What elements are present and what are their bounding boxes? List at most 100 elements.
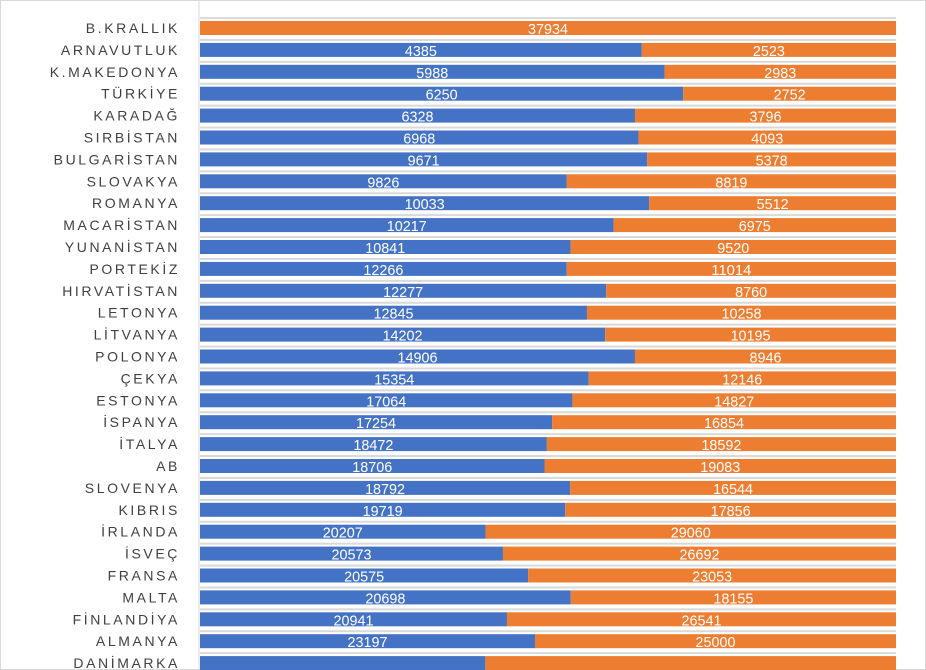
- category-label: B.KRALLIK: [86, 20, 180, 36]
- value-label-series2: 8946: [749, 350, 781, 367]
- value-label-series1: 20575: [344, 569, 384, 586]
- bar-series1: [200, 590, 571, 605]
- bar-series2: [586, 305, 896, 320]
- category-label: MALTA: [122, 589, 180, 605]
- category-label: FİNLANDİYA: [73, 610, 180, 627]
- bar-series2: [647, 152, 896, 167]
- bar-series2: [570, 590, 896, 605]
- bar-series1: [200, 612, 507, 627]
- category-label: ESTONYA: [96, 392, 180, 408]
- value-label-series1: 23197: [347, 634, 387, 651]
- category-label: SIRBİSTAN: [84, 129, 180, 146]
- gridline: [200, 279, 896, 282]
- bar-series1: [200, 656, 486, 670]
- bar-series1: [200, 218, 614, 233]
- bar-series2: [552, 415, 896, 430]
- value-label-series2: 29060: [671, 525, 711, 542]
- value-label-series2: 2752: [774, 87, 806, 104]
- bar-series1: [200, 152, 648, 167]
- value-label-series1: 14202: [383, 328, 423, 345]
- bar-series1: [200, 130, 639, 145]
- bar-series1: [200, 634, 535, 649]
- bar-series1: [200, 371, 589, 386]
- gridline: [200, 520, 896, 523]
- category-label: TÜRKİYE: [101, 85, 180, 102]
- gridline: [200, 17, 896, 20]
- value-label-series1: 12266: [363, 262, 403, 279]
- category-label: ALMANYA: [96, 633, 180, 649]
- gridline: [200, 301, 896, 304]
- category-label: HIRVATİSTAN: [62, 282, 180, 299]
- bar-series2: [634, 349, 896, 364]
- gridline: [200, 455, 896, 458]
- bar-series2: [485, 656, 896, 670]
- value-label-series2: 4093: [751, 131, 783, 148]
- category-label: KARADAĞ: [93, 108, 180, 124]
- bar-series1: [200, 327, 606, 342]
- value-label-series1: 14906: [397, 350, 437, 367]
- category-label: İSPANYA: [103, 413, 180, 430]
- value-label-series2: 5512: [757, 196, 789, 213]
- gridline: [200, 82, 896, 85]
- gridline: [200, 564, 896, 567]
- bar-series1: [200, 546, 503, 561]
- gridline: [200, 498, 896, 501]
- value-label-series1: 6328: [402, 109, 434, 126]
- category-label: ARNAVUTLUK: [61, 42, 180, 58]
- value-label-series1: 18706: [352, 459, 392, 476]
- value-label-series2: 2983: [764, 65, 796, 82]
- value-label-series2: 17856: [711, 503, 751, 520]
- gridline: [200, 126, 896, 129]
- gridline: [200, 652, 896, 655]
- bar-series2: [565, 502, 896, 517]
- bar-series1: [200, 524, 486, 539]
- category-label: İSVEÇ: [125, 545, 180, 562]
- gridline: [200, 38, 896, 41]
- value-label-series1: 10841: [365, 240, 405, 257]
- bar-series1: [200, 196, 650, 211]
- value-label-series2: 3796: [750, 109, 782, 126]
- bar-series1: [200, 42, 642, 57]
- value-label-series1: 20698: [365, 590, 405, 607]
- value-label-series2: 16854: [704, 415, 744, 432]
- bar-series2: [638, 130, 896, 145]
- bar-series1: [200, 305, 587, 320]
- category-label: POLONYA: [95, 349, 180, 365]
- value-label-series2: 8819: [715, 174, 747, 191]
- value-label-series2: 25000: [695, 634, 735, 651]
- bar-series2: [528, 568, 896, 583]
- bar-series2: [649, 196, 896, 211]
- value-label-series1: 4385: [405, 43, 437, 60]
- gridline: [200, 170, 896, 173]
- gridline: [200, 60, 896, 63]
- category-label: ÇEKYA: [121, 370, 180, 386]
- value-label-series2: 6975: [739, 218, 771, 235]
- bar-series1: [200, 86, 684, 101]
- category-label: SLOVENYA: [85, 480, 180, 496]
- value-label-series1: 12277: [383, 284, 423, 301]
- category-label: LETONYA: [98, 305, 180, 321]
- gridline: [200, 608, 896, 611]
- value-label-series2: 8760: [735, 284, 767, 301]
- gridline: [200, 345, 896, 348]
- value-label-series1: 10217: [387, 218, 427, 235]
- gridline: [200, 630, 896, 633]
- category-label: AB: [156, 458, 180, 474]
- bar-series1: [200, 393, 573, 408]
- bar-series2: [605, 327, 896, 342]
- bar-series2: [570, 240, 896, 254]
- value-label-series1: 12845: [373, 306, 413, 323]
- value-label-series1: 18792: [365, 481, 405, 498]
- bar-series1: [200, 502, 566, 517]
- value-label-series1: 17064: [366, 393, 406, 410]
- bar-series2: [506, 612, 896, 627]
- gridline: [200, 542, 896, 545]
- bar-series2: [606, 283, 896, 298]
- value-label-series1: 9671: [408, 152, 440, 169]
- value-label-series2: 18155: [713, 590, 753, 607]
- value-label-series1: 5988: [416, 65, 448, 82]
- bar-series1: [200, 261, 567, 276]
- category-label: K.MAKEDONYA: [50, 64, 180, 80]
- value-label-series1: 18472: [353, 437, 393, 454]
